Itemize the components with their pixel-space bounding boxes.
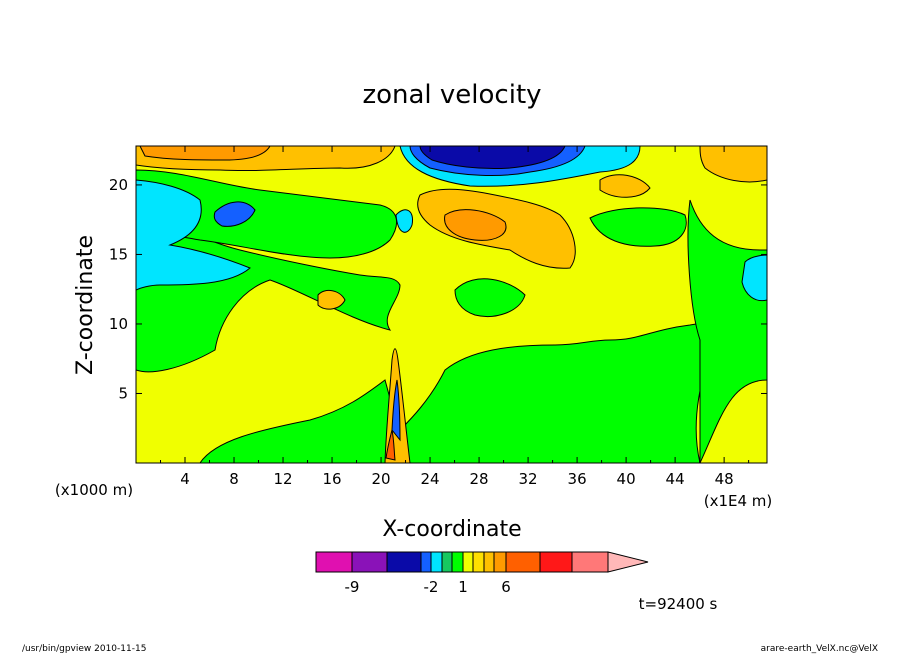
region-cyan-right <box>741 254 767 302</box>
region-green-left-wedge <box>136 209 401 373</box>
region-orange-core <box>444 209 507 241</box>
x-axis-label: X-coordinate <box>382 517 521 542</box>
colorbar-cell <box>451 551 464 573</box>
chart-title: zonal velocity <box>362 80 541 110</box>
colorbar-cell <box>441 551 453 573</box>
colorbar: -9 -2 1 6 <box>315 551 649 596</box>
colorbar-extend-arrow <box>607 551 649 573</box>
colorbar-cell <box>472 551 485 573</box>
region-top-left-orange <box>139 146 271 161</box>
colorbar-cell <box>386 551 422 573</box>
colorbar-cell <box>571 551 609 573</box>
colorbar-cell <box>430 551 443 573</box>
x-tick-label: 4 <box>180 470 190 488</box>
region-cyan-small <box>395 209 414 233</box>
colorbar-cell <box>351 551 388 573</box>
region-top-right-positive <box>599 174 651 198</box>
colorbar-cell <box>505 551 541 573</box>
colorbar-cell <box>493 551 507 573</box>
x-tick-label: 8 <box>229 470 239 488</box>
x-tick-label: 24 <box>421 470 440 488</box>
footer-left: /usr/bin/gpview 2010-11-15 <box>22 644 146 654</box>
region-cyan-left <box>136 179 251 291</box>
y-axis: 5 10 15 20 <box>109 176 767 402</box>
plot-frame <box>135 145 768 464</box>
y-unit-label: (x1000 m) <box>55 481 133 499</box>
colorbar-tick-label: -9 <box>345 578 360 596</box>
heatmap-field <box>136 146 767 463</box>
region-top-right-corner <box>699 146 767 183</box>
region-green-mid-patch <box>589 207 687 247</box>
y-tick-label: 15 <box>109 245 128 263</box>
x-tick-label: 20 <box>372 470 391 488</box>
colorbar-tick-label: -2 <box>424 578 439 596</box>
colorbar-cell <box>483 551 495 573</box>
region-orange-small <box>317 289 346 310</box>
y-tick-label: 10 <box>109 315 128 333</box>
region-plume-blue <box>391 379 401 442</box>
colorbar-cell <box>315 551 353 573</box>
region-top-dark-blue <box>419 146 566 169</box>
x-tick-label: 12 <box>273 470 292 488</box>
region-green-upper-band <box>136 169 398 259</box>
colorbar-cell <box>420 551 432 573</box>
colorbar-tick-label: 6 <box>501 578 511 596</box>
x-tick-label: 48 <box>715 470 734 488</box>
region-plume-red <box>385 429 396 461</box>
y-axis-label: Z-coordinate <box>73 235 98 375</box>
x-tick-label: 36 <box>568 470 587 488</box>
x-axis: 4 8 12 16 20 24 28 32 36 40 44 48 <box>160 146 750 488</box>
region-blue-left <box>213 201 256 227</box>
y-tick-label: 20 <box>109 176 128 194</box>
x-tick-label: 28 <box>470 470 489 488</box>
y-tick-label: 5 <box>118 384 128 402</box>
time-annotation: t=92400 s <box>639 595 718 613</box>
colorbar-cell <box>539 551 573 573</box>
colorbar-cell <box>462 551 474 573</box>
x-tick-label: 44 <box>666 470 685 488</box>
x-unit-label: (x1E4 m) <box>704 492 773 510</box>
footer-right: arare-earth_VelX.nc@VelX <box>761 644 878 654</box>
region-green-small-patch <box>454 278 526 317</box>
x-tick-label: 16 <box>322 470 341 488</box>
colorbar-tick-label: 1 <box>458 578 468 596</box>
x-tick-label: 40 <box>617 470 636 488</box>
x-tick-label: 32 <box>519 470 538 488</box>
